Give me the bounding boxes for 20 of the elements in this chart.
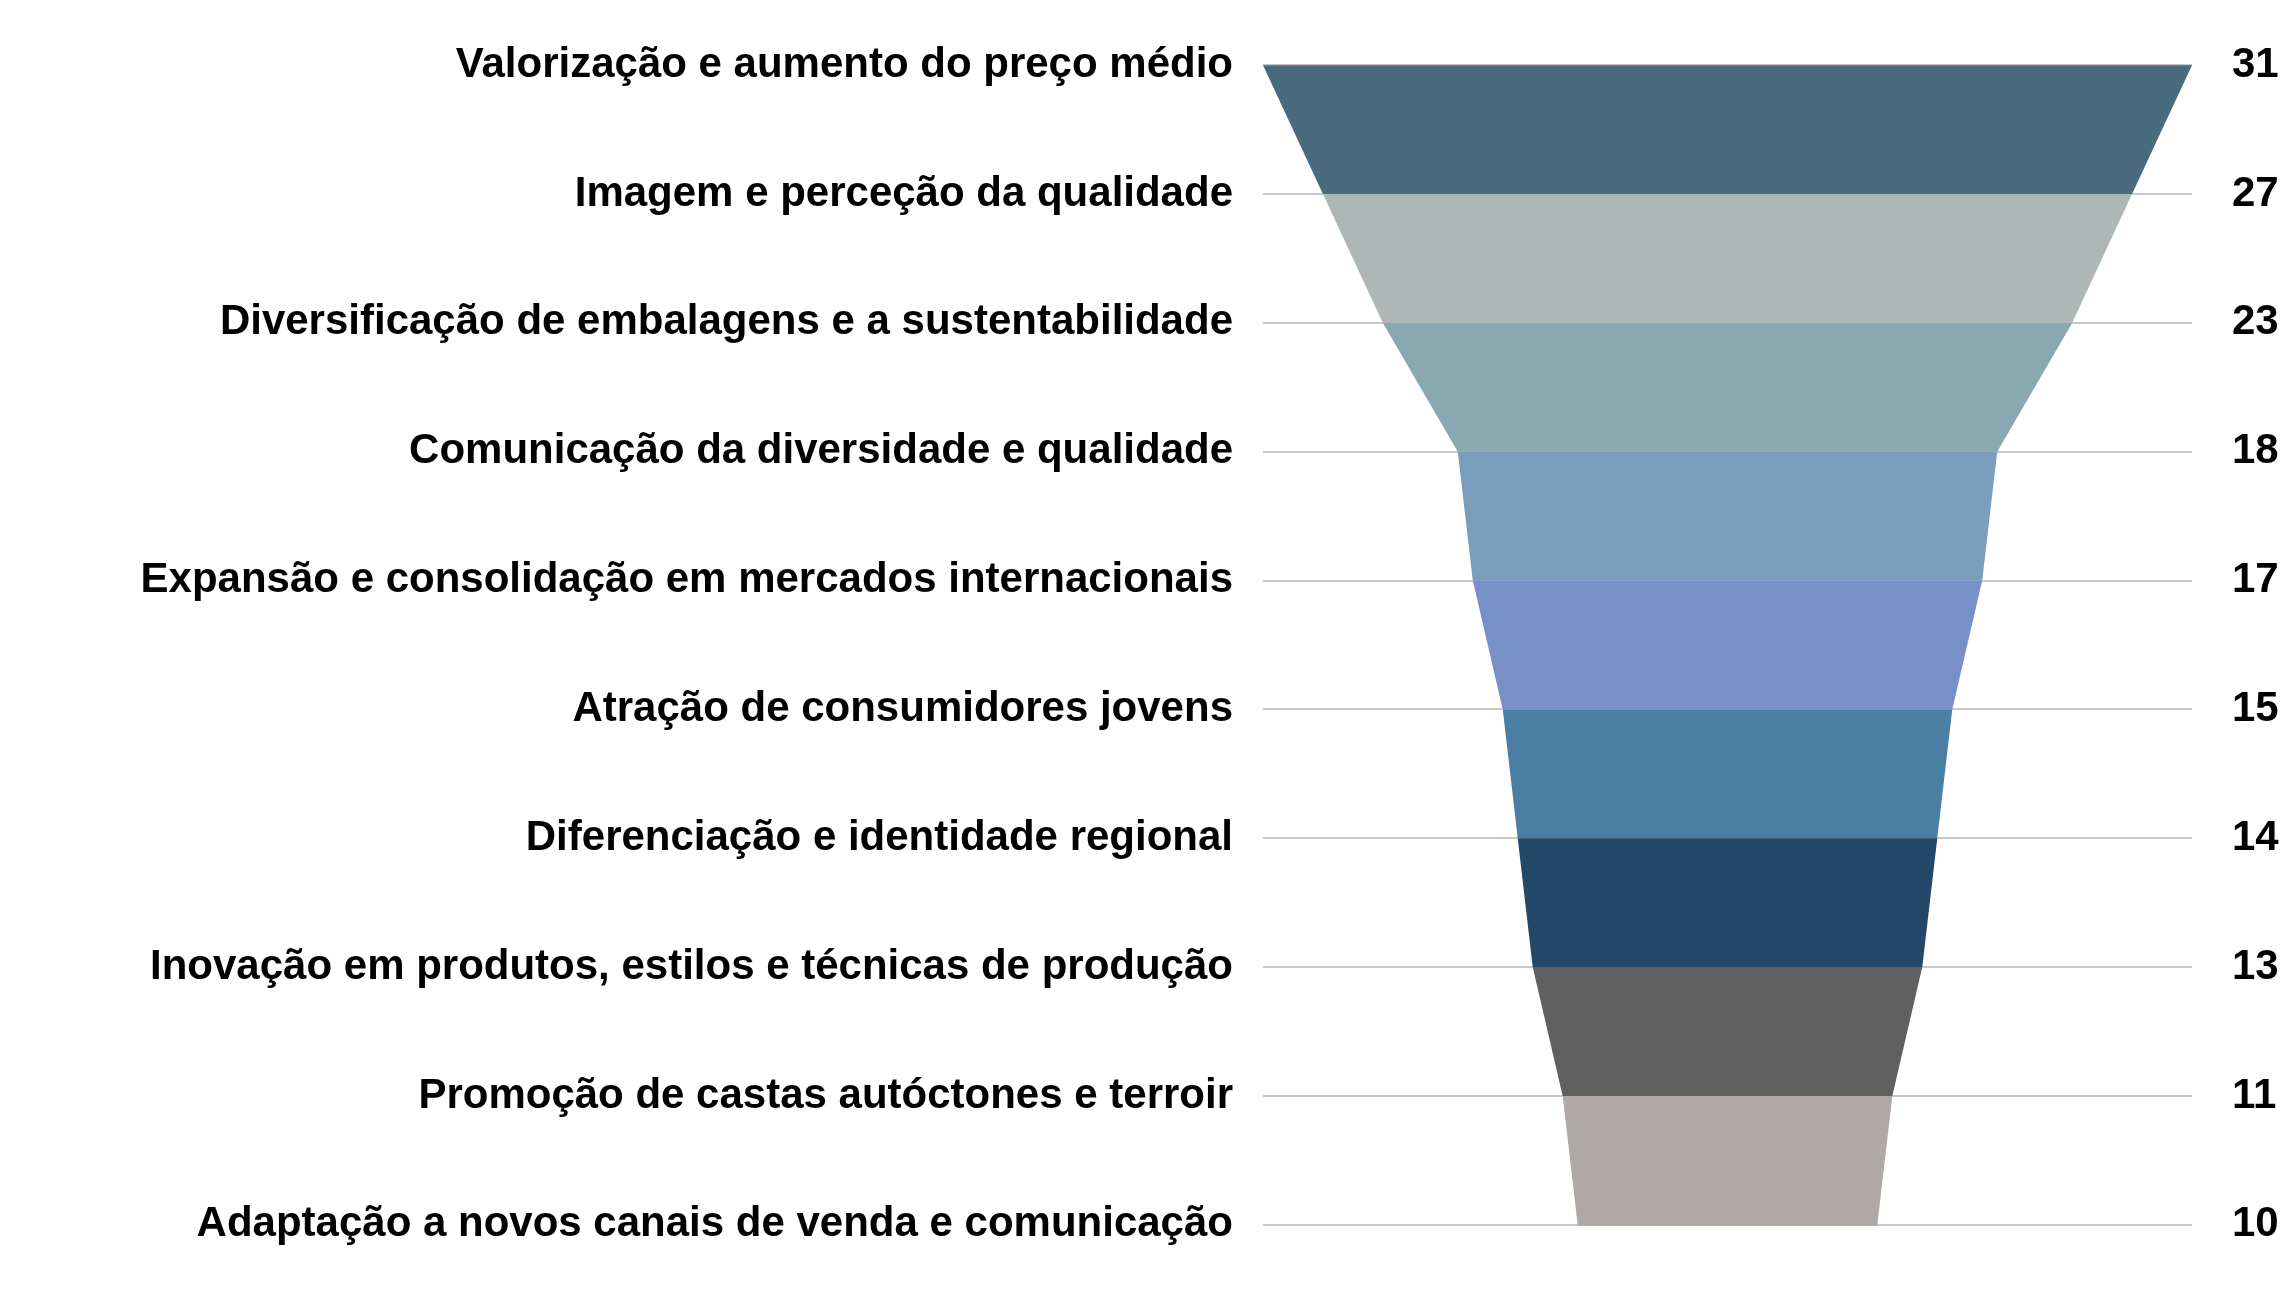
data-label: 15 xyxy=(2232,683,2279,730)
category-label: Diversificação de embalagens e a sustentabilidade xyxy=(219,296,1233,344)
data-label: 13 xyxy=(2232,940,2279,988)
category-label: Expansão e consolidação em mercados internacionais xyxy=(140,554,1233,602)
category-label: Adaptação a novos canais de venda e comunicação xyxy=(196,1198,1233,1246)
data-label: 14 xyxy=(2232,811,2280,859)
data-label: 27 xyxy=(2232,167,2279,215)
data-label: 11 xyxy=(2232,1069,2277,1117)
data-label: 31 xyxy=(2232,38,2279,86)
category-label: Valorização e aumento do preço médio xyxy=(455,38,1233,86)
data-label: 17 xyxy=(2232,554,2279,602)
category-label: Diferenciação e identidade regional xyxy=(525,811,1233,859)
data-label: 10 xyxy=(2232,1198,2279,1246)
category-label: Atração de consumidores jovens xyxy=(572,683,1233,730)
data-label: 18 xyxy=(2232,425,2279,473)
category-label: Promoção de castas autóctones e terroir xyxy=(418,1069,1233,1117)
category-label: Inovação em produtos, estilos e técnicas de produção xyxy=(150,940,1233,988)
data-label: 23 xyxy=(2232,296,2279,344)
category-label: Imagem e perceção da qualidade xyxy=(574,167,1233,215)
category-label: Comunicação da diversidade e qualidade xyxy=(409,425,1233,473)
